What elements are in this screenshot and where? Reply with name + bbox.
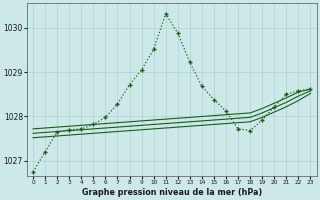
X-axis label: Graphe pression niveau de la mer (hPa): Graphe pression niveau de la mer (hPa) (82, 188, 262, 197)
